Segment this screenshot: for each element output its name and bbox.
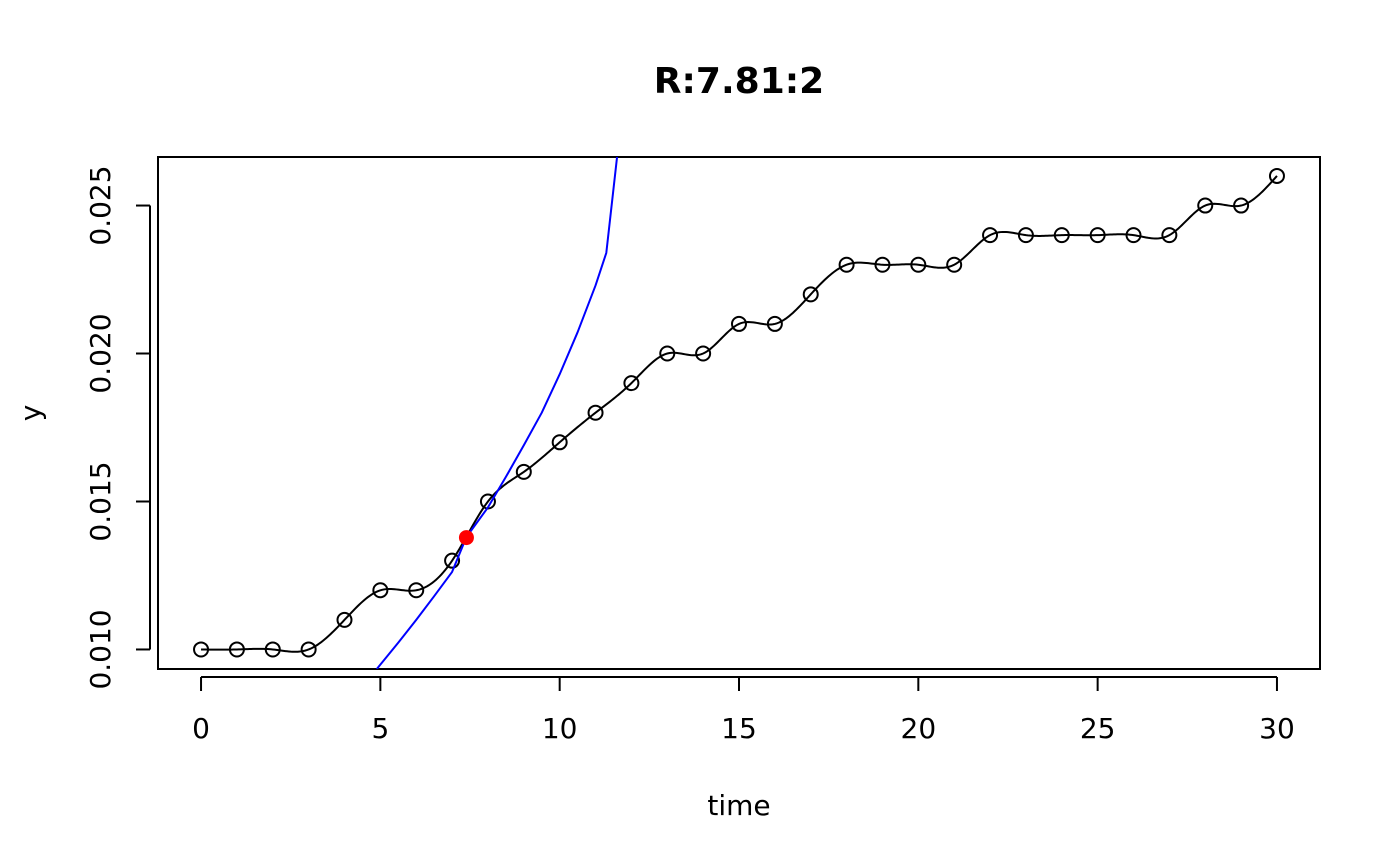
data-point — [731, 315, 747, 332]
highlight-point — [458, 530, 474, 546]
data-point — [623, 375, 640, 392]
data-point — [515, 463, 532, 480]
data-point — [1197, 197, 1214, 214]
y-tick-label: 0.020 — [84, 313, 117, 393]
data-point — [1017, 227, 1034, 244]
data-point — [264, 641, 281, 658]
data-point — [193, 641, 210, 658]
x-tick-label: 15 — [721, 712, 757, 745]
series-layer — [193, 157, 1285, 669]
data-point — [1268, 167, 1285, 184]
data-point — [1125, 227, 1142, 244]
data-point — [946, 256, 963, 273]
data-point — [587, 404, 604, 421]
data-point — [1053, 227, 1070, 244]
data-point — [444, 552, 461, 569]
y-axis-label: y — [14, 405, 47, 422]
data-point — [300, 641, 317, 658]
x-tick-label: 0 — [192, 712, 210, 745]
data-point — [551, 434, 568, 451]
smoothed-line — [201, 175, 1278, 653]
x-axis: 0 5 10 15 20 25 30 — [192, 676, 1295, 745]
x-tick-label: 10 — [542, 712, 578, 745]
y-axis: 0.010 0.015 0.020 0.025 — [84, 165, 151, 690]
data-point — [766, 315, 783, 332]
y-tick-label: 0.010 — [84, 609, 117, 689]
x-tick-label: 30 — [1259, 712, 1295, 745]
x-tick-label: 25 — [1080, 712, 1116, 745]
data-point — [910, 256, 927, 273]
x-axis-label: time — [707, 789, 770, 822]
x-tick-label: 20 — [901, 712, 937, 745]
data-point — [1089, 227, 1106, 244]
data-point — [838, 256, 855, 273]
data-point — [408, 582, 425, 599]
data-point — [695, 345, 712, 362]
plot-frame — [157, 156, 1321, 670]
data-point — [372, 582, 389, 599]
data-point — [874, 256, 891, 273]
data-point — [1233, 197, 1250, 214]
data-point — [982, 227, 999, 244]
x-tick-label: 5 — [371, 712, 389, 745]
fit-curve — [375, 157, 619, 669]
data-point — [228, 641, 245, 658]
y-tick-label: 0.025 — [84, 165, 117, 245]
chart-title: R:7.81:2 — [654, 61, 824, 102]
data-point — [336, 611, 353, 628]
data-point — [1161, 227, 1178, 244]
y-tick-label: 0.015 — [84, 461, 117, 541]
data-point — [802, 286, 819, 303]
data-point — [659, 345, 676, 362]
